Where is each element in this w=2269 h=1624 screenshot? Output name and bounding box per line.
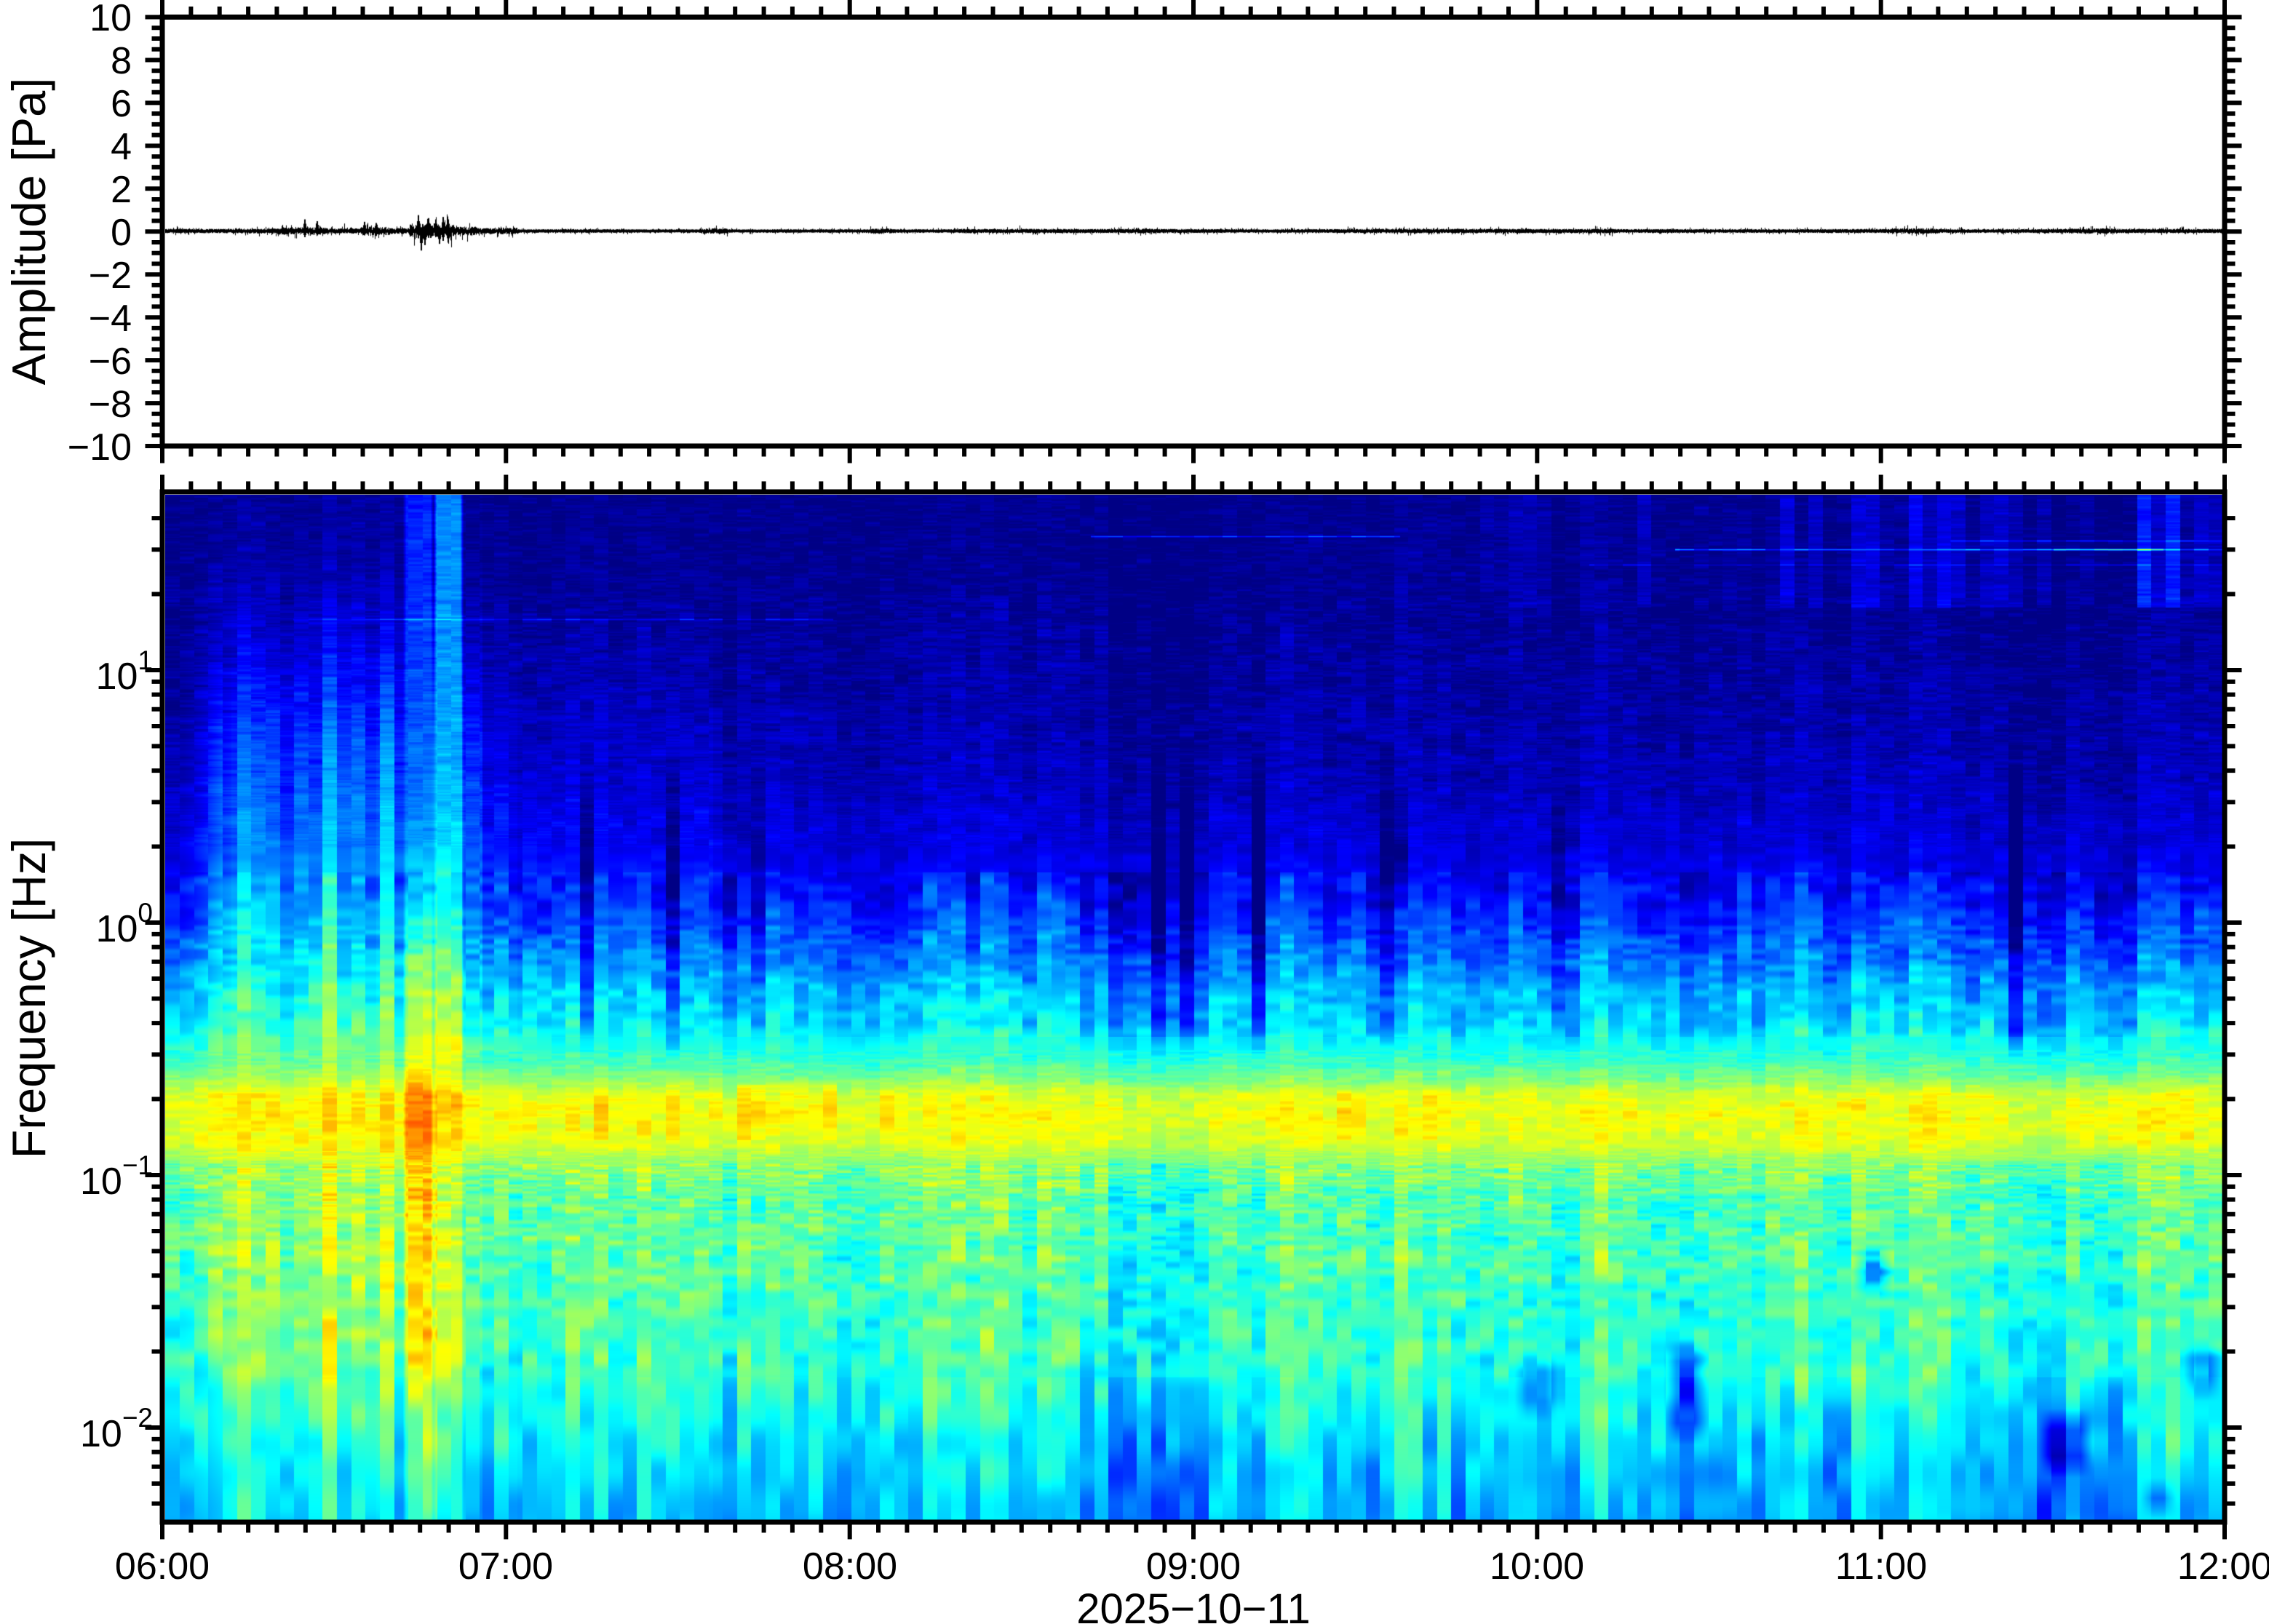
svg-text:2: 2 <box>111 169 132 211</box>
svg-text:−8: −8 <box>89 383 132 426</box>
svg-text:Amplitude [Pa]: Amplitude [Pa] <box>2 78 55 386</box>
svg-text:−6: −6 <box>89 341 132 383</box>
svg-text:100: 100 <box>96 898 153 950</box>
svg-text:06:00: 06:00 <box>115 1545 210 1588</box>
svg-text:Frequency [Hz]: Frequency [Hz] <box>2 838 55 1159</box>
svg-text:10:00: 10:00 <box>1490 1545 1584 1588</box>
svg-text:08:00: 08:00 <box>803 1545 897 1588</box>
svg-text:−10: −10 <box>68 426 132 469</box>
svg-text:−4: −4 <box>89 298 132 340</box>
svg-text:101: 101 <box>96 645 153 698</box>
svg-text:09:00: 09:00 <box>1146 1545 1241 1588</box>
svg-text:2025−10−11: 2025−10−11 <box>1076 1585 1311 1624</box>
svg-text:10−2: 10−2 <box>80 1403 153 1455</box>
svg-text:10: 10 <box>90 0 132 39</box>
svg-text:11:00: 11:00 <box>1835 1545 1927 1588</box>
svg-text:−2: −2 <box>89 255 132 297</box>
svg-text:07:00: 07:00 <box>458 1545 553 1588</box>
svg-text:6: 6 <box>111 83 132 125</box>
svg-text:4: 4 <box>111 126 132 168</box>
svg-text:10−1: 10−1 <box>80 1150 153 1203</box>
svg-text:0: 0 <box>111 212 132 254</box>
svg-text:12:00: 12:00 <box>2177 1545 2269 1588</box>
svg-text:8: 8 <box>111 40 132 82</box>
